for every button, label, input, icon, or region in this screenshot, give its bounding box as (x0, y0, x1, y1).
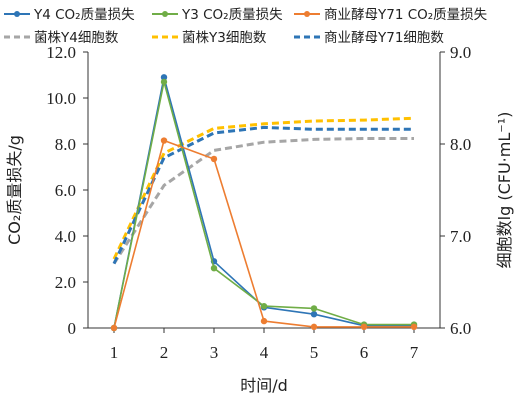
series-2 (110, 137, 418, 332)
x-tick-label: 5 (310, 343, 319, 362)
series-line (112, 116, 415, 260)
series-5 (112, 125, 414, 265)
y-axis-left-title: CO₂质量损失/g (5, 135, 24, 245)
series-point (160, 78, 168, 86)
x-tick-label: 7 (410, 343, 419, 362)
legend-item-y71-co2: 商业酵母Y71 CO₂质量损失 (294, 7, 488, 23)
x-axis-title: 时间/d (240, 376, 288, 395)
legend-label-y3-co2: Y3 CO₂质量损失 (181, 7, 283, 23)
legend-item-y3-co2: Y3 CO₂质量损失 (152, 7, 283, 23)
legend-label-y71-cells: 商业酵母Y71细胞数 (324, 30, 444, 46)
x-tick-label: 3 (210, 343, 219, 362)
series-lines (110, 74, 418, 332)
series-point (310, 311, 318, 318)
y-right-tick-label: 9.0 (450, 43, 471, 62)
series-0 (110, 74, 418, 332)
ticks: 1 2 3 4 5 6 7 0 2.0 4.0 6.0 8.0 10.0 12.0 6.0 7.0 8.0 9.0 (46, 43, 471, 362)
legend-label-y4-cells: 菌株Y4细胞数 (34, 30, 119, 46)
y-right-tick-label: 7.0 (450, 227, 471, 246)
y-right-tick-label: 8.0 (450, 135, 471, 154)
legend: Y4 CO₂质量损失 Y3 CO₂质量损失 商业酵母Y71 CO₂质量损失 菌株… (4, 7, 488, 46)
y-left-tick-label: 6.0 (55, 181, 76, 200)
legend-item-y4-cells: 菌株Y4细胞数 (4, 30, 119, 46)
series-point (360, 323, 368, 331)
series-line (113, 76, 414, 329)
series-line (113, 81, 414, 329)
series-point (260, 317, 268, 325)
series-point (310, 305, 318, 312)
legend-label-y3-cells: 菌株Y3细胞数 (182, 30, 267, 46)
series-point (160, 74, 168, 81)
x-tick-label: 6 (360, 343, 369, 362)
legend-item-y71-cells: 商业酵母Y71细胞数 (294, 30, 444, 46)
x-tick-label: 2 (160, 343, 169, 362)
y-left-tick-label: 12.0 (46, 43, 76, 62)
series-point (260, 302, 268, 310)
y-left-tick-label: 4.0 (55, 227, 76, 246)
y-left-tick-label: 0 (68, 319, 77, 338)
y-left-tick-label: 10.0 (46, 89, 76, 108)
series-point (210, 265, 218, 272)
series-point (410, 323, 418, 331)
x-tick-label: 4 (260, 343, 269, 362)
y-left-tick-label: 2.0 (55, 273, 76, 292)
y-left-tick-label: 8.0 (55, 135, 76, 154)
y-axis-right-title: 细胞数lg (CFU·mL⁻¹) (495, 112, 514, 269)
series-point (160, 137, 168, 144)
series-point (310, 323, 318, 331)
series-line (112, 137, 414, 265)
series-4 (112, 116, 415, 260)
y-right-tick-label: 6.0 (450, 319, 471, 338)
legend-label-y71-co2: 商业酵母Y71 CO₂质量损失 (324, 7, 488, 23)
series-line (112, 125, 414, 265)
series-1 (110, 78, 418, 332)
legend-item-y4-co2: Y4 CO₂质量损失 (4, 7, 135, 23)
x-tick-label: 1 (110, 343, 119, 362)
legend-item-y3-cells: 菌株Y3细胞数 (152, 30, 267, 46)
series-3 (112, 137, 414, 265)
series-point (210, 155, 218, 163)
series-point (110, 324, 118, 332)
legend-label-y4-co2: Y4 CO₂质量损失 (33, 7, 135, 23)
